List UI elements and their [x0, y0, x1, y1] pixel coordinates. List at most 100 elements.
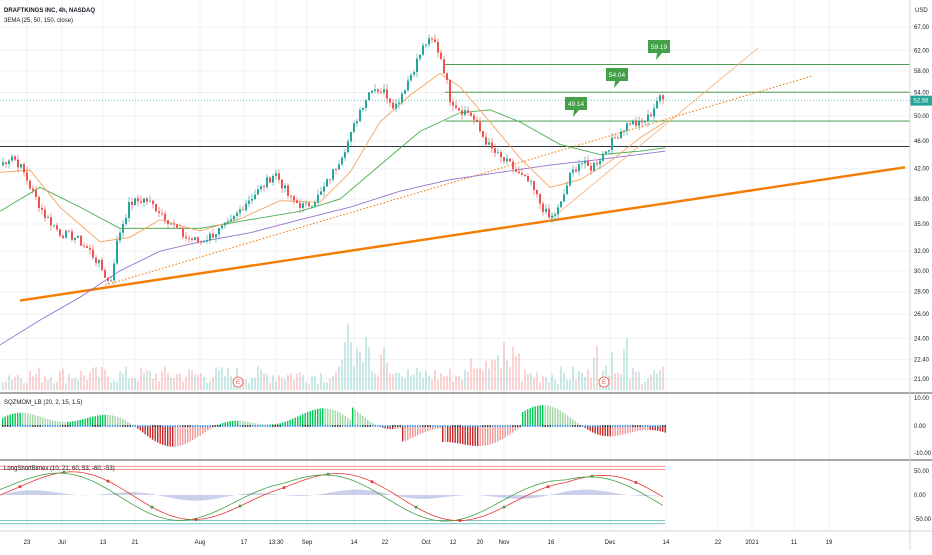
- candle-body: [194, 237, 196, 240]
- sqz-dot: [74, 425, 76, 427]
- volume-bar: [422, 378, 424, 390]
- volume-bar: [305, 382, 307, 390]
- sqz-bar: [25, 413, 26, 426]
- sqz-dot: [129, 425, 131, 427]
- candle-body: [83, 246, 85, 247]
- volume-bar: [308, 384, 310, 390]
- volume-bar: [203, 377, 205, 390]
- candle-body: [233, 216, 235, 219]
- sqz-dot: [362, 425, 364, 427]
- sqz-bar: [170, 426, 171, 447]
- candle-body: [329, 179, 331, 180]
- candle-body: [392, 103, 394, 109]
- sqz-dot: [577, 425, 579, 427]
- sqz-dot: [612, 425, 614, 427]
- sqz-bar: [97, 416, 98, 426]
- sqz-dot: [654, 425, 656, 427]
- candle-body: [2, 162, 4, 165]
- volume-bar: [80, 371, 82, 390]
- time-tick-label: 21: [132, 540, 139, 546]
- ls-cross-dot: [371, 480, 374, 483]
- candle-body: [197, 237, 199, 241]
- candle-body: [11, 156, 13, 160]
- sqz-bar: [85, 419, 86, 426]
- candle-body: [185, 237, 187, 238]
- sqz-dot: [192, 425, 194, 427]
- candle-body: [428, 38, 430, 44]
- sqz-bar: [167, 426, 168, 446]
- candle-body: [644, 121, 646, 122]
- ls-cross-dot: [503, 506, 506, 509]
- sqz-bar: [480, 426, 481, 446]
- sqz-dot: [657, 425, 659, 427]
- sqz-dot: [334, 425, 336, 427]
- sqz-dot: [554, 425, 556, 427]
- volume-bar: [344, 342, 346, 390]
- candle-body: [254, 195, 256, 199]
- candle-body: [143, 198, 145, 202]
- sqz-dot: [627, 425, 629, 427]
- sqz-dot: [432, 425, 434, 427]
- candle-body: [620, 131, 622, 138]
- price-tick-label: 62.00: [914, 49, 930, 55]
- sqz-bar: [155, 426, 156, 441]
- candle-body: [209, 234, 211, 240]
- candle-body: [38, 197, 40, 208]
- sqz-bar: [357, 412, 358, 426]
- sqz-bar: [330, 409, 331, 426]
- candle-body: [437, 42, 439, 53]
- candle-body: [92, 250, 94, 258]
- volume-bar: [413, 375, 415, 390]
- candle-body: [413, 72, 415, 75]
- sqz-dot: [569, 425, 571, 427]
- candle-body: [584, 161, 586, 164]
- sqz-dot: [552, 425, 554, 427]
- candle-body: [548, 209, 550, 218]
- time-tick-label: 17: [241, 540, 248, 546]
- candle-body: [368, 93, 370, 101]
- candle-body: [377, 89, 379, 91]
- volume-bar: [518, 353, 520, 390]
- sqz-dot: [584, 425, 586, 427]
- volume-bar: [200, 373, 202, 390]
- candle-body: [242, 209, 244, 210]
- volume-bar: [482, 370, 484, 390]
- candle-body: [599, 161, 601, 164]
- sqz-dot: [477, 425, 479, 427]
- sqz-bar: [472, 426, 473, 446]
- candle-body: [308, 203, 310, 206]
- candle-body: [170, 224, 172, 225]
- sqz-bar: [152, 426, 153, 440]
- sqz-dot: [302, 425, 304, 427]
- sqz-bar: [555, 408, 556, 426]
- sqz-dot: [97, 425, 99, 427]
- price-tick-label: 42.00: [914, 167, 930, 173]
- sqz-dot: [132, 425, 134, 427]
- candle-body: [8, 161, 10, 164]
- sqz-bar: [522, 412, 523, 426]
- sqz-dot: [542, 425, 544, 427]
- candle-body: [68, 231, 70, 232]
- sqz-dot: [99, 425, 101, 427]
- sqz-dot: [414, 425, 416, 427]
- volume-bar: [14, 377, 16, 390]
- sqz-bar: [107, 415, 108, 426]
- sqz-dot: [579, 425, 581, 427]
- sqz-dot: [374, 425, 376, 427]
- volume-bar: [419, 372, 421, 390]
- sqz-dot: [202, 425, 204, 427]
- sqz-dot: [267, 425, 269, 427]
- sqz-bar: [80, 420, 81, 426]
- time-tick-label: 14: [663, 540, 670, 546]
- sqz-bar: [512, 426, 513, 433]
- volume-bar: [560, 366, 562, 390]
- volume-bar: [152, 379, 154, 390]
- sqz-bar: [337, 412, 338, 426]
- sqz-bar: [470, 426, 471, 445]
- sqz-bar: [117, 417, 118, 426]
- candle-body: [272, 176, 274, 183]
- sqz-dot: [287, 425, 289, 427]
- sqz-bar: [592, 426, 593, 432]
- volume-bar: [521, 381, 523, 390]
